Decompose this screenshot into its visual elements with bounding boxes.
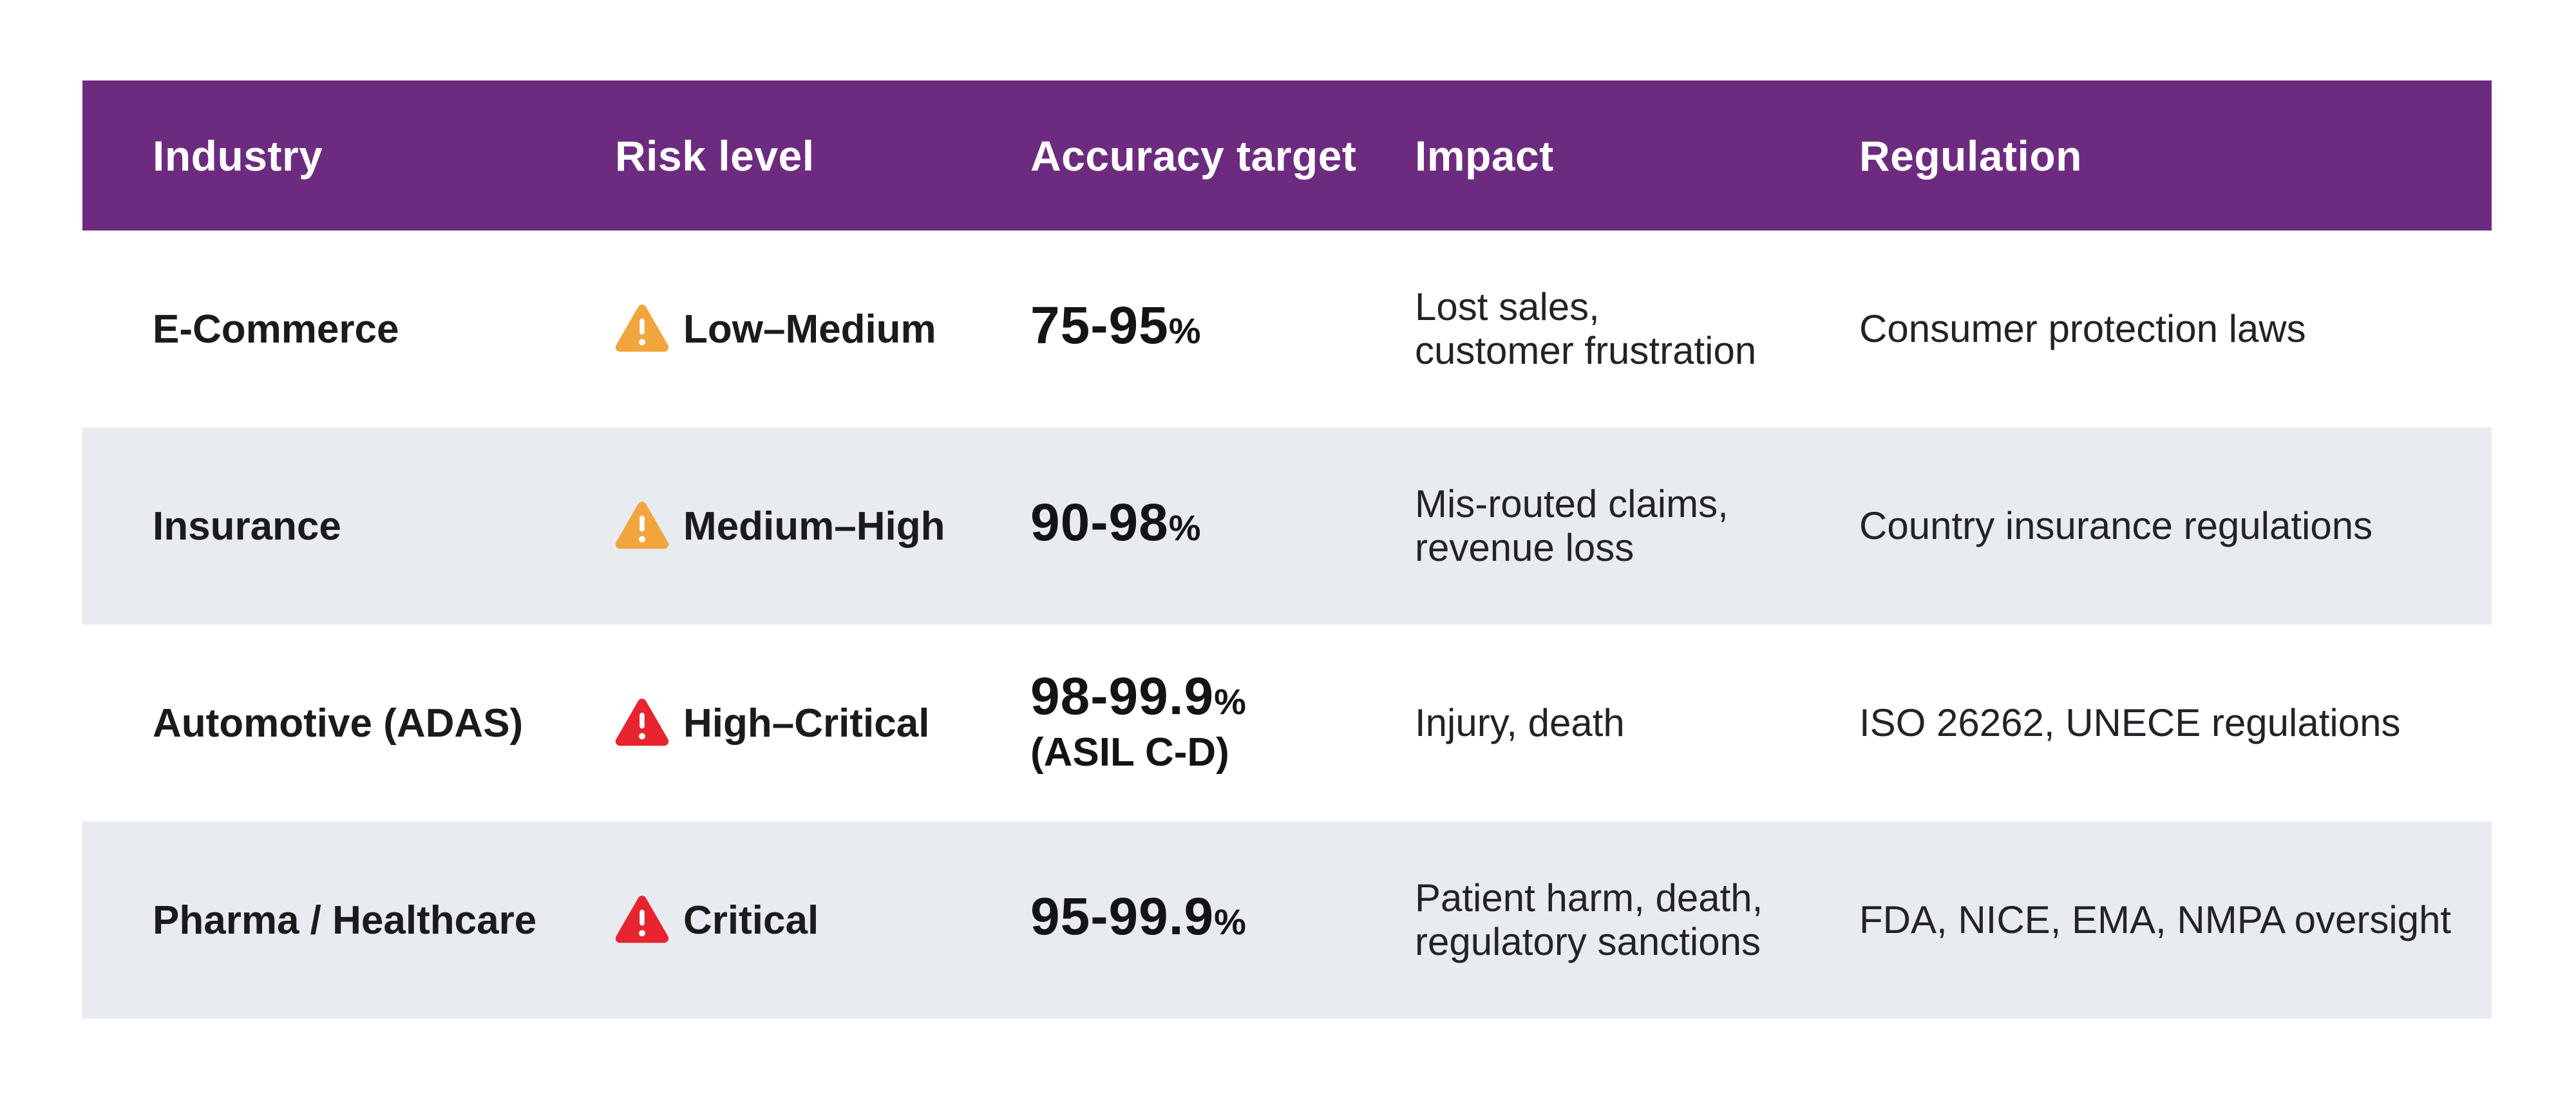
risk-level-label: Critical — [683, 898, 819, 943]
accuracy-value-line: 75-95% — [1030, 299, 1415, 352]
regulation-cell: FDA, NICE, EMA, NMPA oversight — [1859, 898, 2492, 942]
industry-name: E-Commerce — [153, 306, 399, 352]
table-row: E-Commerce Low–Medium 75-95% Lost sales,… — [82, 231, 2492, 428]
column-header-impact: Impact — [1415, 131, 1859, 180]
accuracy-value: 75-95 — [1030, 296, 1169, 355]
industry-cell: Pharma / Healthcare — [82, 898, 615, 943]
accuracy-target-cell: 98-99.9% (ASIL C-D) — [1030, 670, 1415, 775]
accuracy-target-cell: 75-95% — [1030, 299, 1415, 359]
industry-name: Pharma / Healthcare — [153, 898, 537, 943]
table-row: Insurance Medium–High 90-98% Mis-routed … — [82, 428, 2492, 625]
column-header-industry: Industry — [82, 131, 615, 180]
regulation-cell: ISO 26262, UNECE regulations — [1859, 701, 2492, 745]
accuracy-value-line: 90-98% — [1030, 496, 1415, 549]
risk-level-label: Low–Medium — [683, 306, 936, 352]
warning-triangle-icon — [615, 699, 669, 748]
column-header-risk-level: Risk level — [615, 131, 1030, 180]
regulation-text: FDA, NICE, EMA, NMPA oversight — [1859, 898, 2452, 941]
risk-level-label: Medium–High — [683, 504, 945, 549]
impact-cell: Lost sales, customer frustration — [1415, 285, 1859, 373]
impact-text: Lost sales, customer frustration — [1415, 285, 1757, 372]
warning-triangle-icon — [615, 896, 669, 945]
regulation-text: Country insurance regulations — [1859, 504, 2373, 547]
accuracy-target-cell: 90-98% — [1030, 496, 1415, 556]
regulation-cell: Country insurance regulations — [1859, 504, 2492, 548]
percent-sign: % — [1214, 901, 1246, 942]
accuracy-value-line: 98-99.9% — [1030, 670, 1415, 723]
industry-name: Insurance — [153, 504, 341, 549]
column-header-label: Accuracy target — [1030, 131, 1357, 180]
impact-cell: Mis-routed claims, revenue loss — [1415, 482, 1859, 570]
risk-accuracy-table: Industry Risk level Accuracy target Impa… — [82, 80, 2492, 1019]
accuracy-note: (ASIL C-D) — [1030, 730, 1229, 775]
percent-sign: % — [1168, 310, 1201, 351]
regulation-text: ISO 26262, UNECE regulations — [1859, 701, 2401, 744]
percent-sign: % — [1214, 681, 1246, 722]
industry-cell: E-Commerce — [82, 306, 615, 352]
table-row: Automotive (ADAS) High–Critical 98-99.9%… — [82, 625, 2492, 822]
impact-cell: Patient harm, death, regulatory sanction… — [1415, 876, 1859, 965]
warning-triangle-icon — [615, 305, 669, 354]
impact-text: Mis-routed claims, revenue loss — [1415, 482, 1728, 569]
risk-level-label: High–Critical — [683, 701, 930, 746]
risk-level-cell: Critical — [615, 896, 1030, 945]
accuracy-value: 98-99.9 — [1030, 667, 1215, 726]
column-header-regulation: Regulation — [1859, 131, 2492, 180]
table-header-row: Industry Risk level Accuracy target Impa… — [82, 80, 2492, 231]
industry-name: Automotive (ADAS) — [153, 701, 524, 746]
regulation-text: Consumer protection laws — [1859, 306, 2306, 350]
industry-cell: Automotive (ADAS) — [82, 701, 615, 746]
accuracy-value-line: 95-99.9% — [1030, 891, 1415, 943]
column-header-label: Risk level — [615, 131, 815, 180]
warning-triangle-icon — [615, 502, 669, 551]
regulation-cell: Consumer protection laws — [1859, 307, 2492, 351]
percent-sign: % — [1168, 507, 1201, 548]
column-header-label: Industry — [153, 131, 323, 180]
accuracy-value: 95-99.9 — [1030, 887, 1215, 946]
column-header-label: Regulation — [1859, 131, 2082, 180]
column-header-accuracy-target: Accuracy target — [1030, 131, 1415, 180]
accuracy-value: 90-98 — [1030, 493, 1169, 552]
accuracy-target-cell: 95-99.9% — [1030, 891, 1415, 950]
risk-level-cell: Low–Medium — [615, 305, 1030, 354]
table-row: Pharma / Healthcare Critical 95-99.9% Pa… — [82, 822, 2492, 1019]
risk-level-cell: High–Critical — [615, 699, 1030, 748]
risk-level-cell: Medium–High — [615, 502, 1030, 551]
impact-text: Injury, death — [1415, 701, 1625, 744]
industry-cell: Insurance — [82, 504, 615, 549]
impact-cell: Injury, death — [1415, 701, 1859, 745]
column-header-label: Impact — [1415, 131, 1554, 180]
impact-text: Patient harm, death, regulatory sanction… — [1415, 876, 1763, 963]
